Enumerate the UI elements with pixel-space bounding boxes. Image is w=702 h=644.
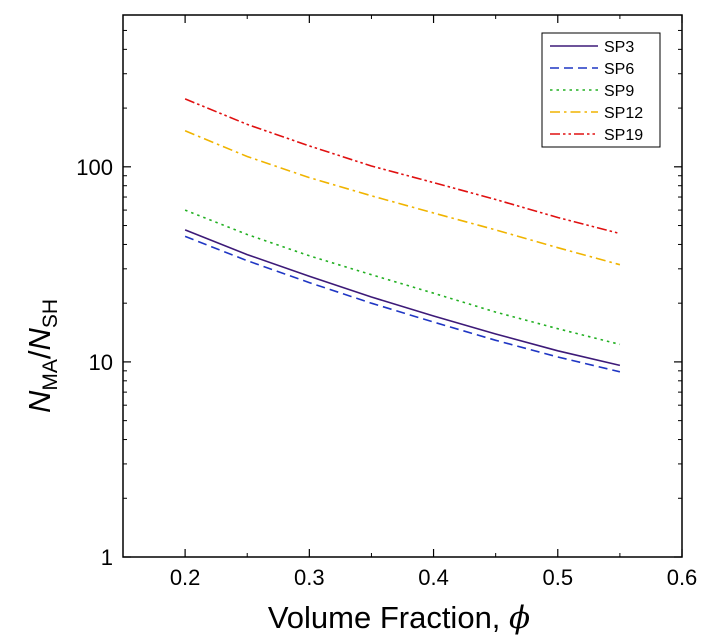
series-line-sp9 <box>184 209 621 346</box>
series-layer <box>184 98 621 373</box>
y-tick-label: 100 <box>76 155 113 180</box>
series-line-sp3 <box>184 229 621 367</box>
x-axis-title-text: Volume Fraction, <box>268 600 509 635</box>
x-tick-label: 0.6 <box>667 565 698 590</box>
y-axis-title-denominator: N <box>22 328 57 351</box>
plot-frame <box>122 14 683 558</box>
series-line-sp19 <box>184 98 621 235</box>
legend-label-sp9: SP9 <box>604 83 634 100</box>
tick-layer: 0.2 0.3 0.4 0.5 0.6 1 10 100 <box>76 15 697 590</box>
legend-label-sp19: SP19 <box>604 127 643 144</box>
series-line-sp6 <box>184 235 621 373</box>
y-axis-title-separator: / <box>22 350 57 359</box>
x-tick-label: 0.2 <box>170 565 201 590</box>
legend-box <box>541 32 661 148</box>
y-axis-title: NMA/NSH <box>22 299 62 413</box>
x-tick-label: 0.3 <box>294 565 325 590</box>
y-axis-title-numerator: N <box>22 390 57 413</box>
x-tick-label: 0.5 <box>542 565 573 590</box>
legend-label-sp6: SP6 <box>604 61 634 78</box>
series-line-sp12 <box>184 130 621 266</box>
legend: SP3 SP6 SP9 SP12 SP19 <box>541 32 661 148</box>
legend-label-sp3: SP3 <box>604 39 634 56</box>
y-tick-label: 1 <box>101 545 113 570</box>
x-axis-title: Volume Fraction, ϕ <box>268 600 530 636</box>
plot-area <box>122 14 683 558</box>
legend-label-sp12: SP12 <box>604 105 643 122</box>
x-tick-label: 0.4 <box>418 565 449 590</box>
x-axis-title-symbol: ϕ <box>509 600 530 636</box>
y-axis-title-denominator-sub: SH <box>39 299 62 328</box>
y-axis-title-numerator-sub: MA <box>39 359 62 391</box>
y-tick-label: 10 <box>89 350 113 375</box>
